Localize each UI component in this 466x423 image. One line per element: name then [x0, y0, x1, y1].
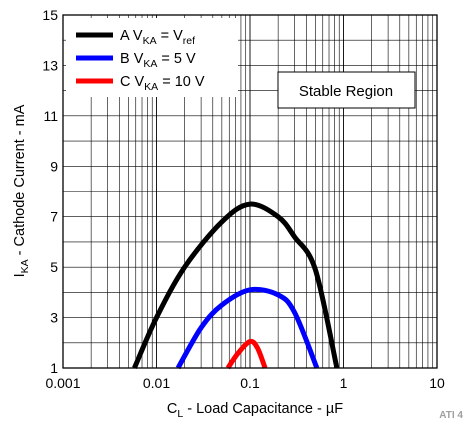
series-curves	[132, 201, 340, 370]
legend: A VKA = Vref B VKA = 5 V C VKA = 10 V	[66, 18, 238, 97]
x-tick-label: 10	[429, 375, 445, 391]
y-tick-label: 9	[50, 158, 58, 174]
series-line	[225, 338, 268, 370]
legend-entry: B VKA = 5 V	[120, 51, 196, 70]
stable-region-label: Stable Region	[299, 83, 393, 100]
legend-entry: A VKA = Vref	[120, 28, 195, 47]
y-tick-label: 7	[50, 209, 58, 225]
y-tick-label: 15	[42, 7, 58, 23]
y-tick-label: 11	[43, 108, 58, 124]
series-line	[132, 201, 340, 370]
x-tick-label: 1	[340, 375, 348, 391]
stable-region-box	[277, 71, 416, 109]
plot-frame	[62, 14, 438, 369]
y-axis-label: IKA - Cathode Current - mA	[12, 104, 31, 277]
x-axis-ticks: 0.001 0.01 0.1 1 10	[45, 375, 445, 391]
series-line	[175, 286, 320, 370]
y-tick-label: 3	[50, 310, 58, 326]
x-tick-label: 0.001	[45, 375, 80, 391]
x-tick-label: 0.01	[143, 375, 170, 391]
annotations: Stable Region	[277, 71, 416, 109]
y-tick-label: 1	[50, 360, 58, 376]
y-tick-label: 5	[50, 259, 58, 275]
y-tick-label: 13	[42, 57, 58, 73]
figure-id: ATI 4	[439, 410, 463, 421]
x-tick-label: 0.1	[240, 375, 260, 391]
legend-entry: C VKA = 10 V	[120, 74, 205, 93]
x-axis-label: CL - Load Capacitance - µF	[167, 401, 343, 420]
